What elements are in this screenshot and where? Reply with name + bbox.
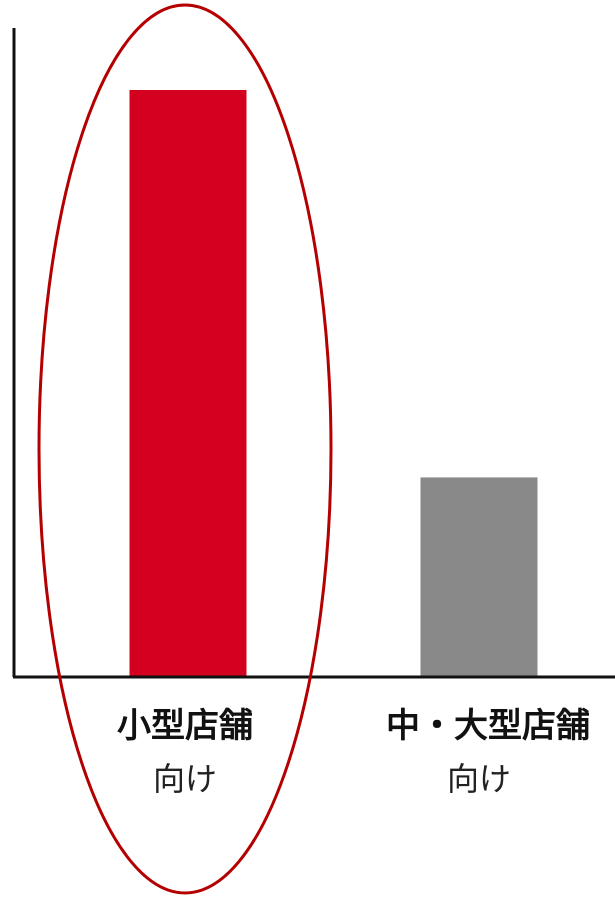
category-label-mid-large-store: 中・大型店舗 [386, 706, 590, 746]
category-sublabel-small-store: 向け [153, 760, 217, 798]
bars-layer [129, 90, 538, 677]
highlight-ellipse [37, 3, 333, 895]
bar-mid-large-store [420, 477, 538, 677]
category-labels: 小型店舗 向け 中・大型店舗 向け [117, 706, 590, 798]
category-label-small-store: 小型店舗 [117, 706, 253, 746]
bar-small-store [129, 90, 247, 677]
category-sublabel-mid-large-store: 向け [447, 760, 511, 798]
